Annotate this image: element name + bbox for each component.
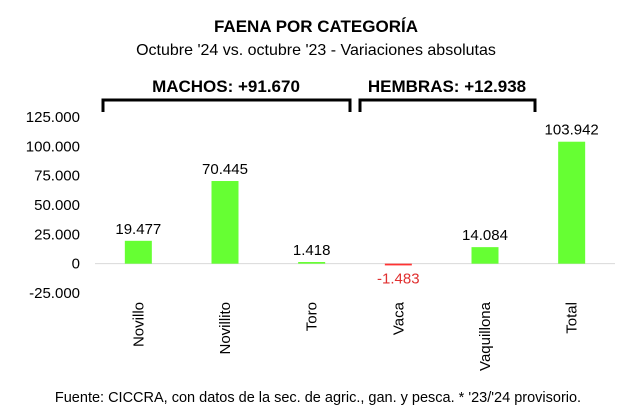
bars [124, 141, 586, 266]
bar-vaquillona [471, 247, 499, 264]
category-label-toro: Toro [304, 302, 321, 331]
y-tick-label: -25.000 [29, 285, 80, 302]
machos-label: MACHOS: +91.670 [152, 77, 300, 96]
hembras-bracket [358, 98, 537, 112]
y-tick-label: 75.000 [34, 168, 80, 185]
data-label-novillito: 70.445 [202, 161, 248, 178]
y-tick-label: 25.000 [34, 226, 80, 243]
category-label-vaquillona: Vaquillona [477, 301, 494, 371]
category-labels: Novillo Novillito Toro Vaca Vaquillona Total [130, 301, 580, 371]
category-label-vaca: Vaca [390, 301, 407, 335]
data-label-vaquillona: 14.084 [462, 227, 508, 244]
data-label-total: 103.942 [545, 122, 599, 139]
chart-title: FAENA POR CATEGORÍA [214, 17, 418, 36]
bar-toro [298, 262, 326, 264]
data-label-toro: 1.418 [293, 242, 331, 259]
bar-vaca [384, 263, 412, 266]
y-tick-label: 0 [72, 256, 80, 273]
bar-novillo [124, 240, 152, 264]
y-tick-label: 100.000 [26, 138, 80, 155]
data-label-vaca: -1.483 [377, 270, 420, 287]
y-tick-label: 125.000 [26, 109, 80, 126]
bar-total [558, 141, 586, 264]
data-label-novillo: 19.477 [115, 221, 161, 238]
hembras-label: HEMBRAS: +12.938 [368, 77, 526, 96]
category-label-novillito: Novillito [217, 302, 234, 355]
bar-novillito [211, 181, 239, 264]
category-label-total: Total [564, 302, 581, 334]
y-tick-label: 50.000 [34, 197, 80, 214]
group-brackets: MACHOS: +91.670 HEMBRAS: +12.938 [101, 77, 537, 112]
data-labels: 19.477 70.445 1.418 -1.483 14.084 103.942 [115, 122, 598, 288]
category-label-novillo: Novillo [130, 302, 147, 347]
source-note: Fuente: CICCRA, con datos de la sec. de … [55, 390, 581, 406]
chart-subtitle: Octubre '24 vs. octubre '23 - Variacione… [136, 42, 496, 59]
y-axis: 125.000 100.000 75.000 50.000 25.000 0 -25.000 [26, 109, 80, 302]
machos-bracket [101, 98, 352, 112]
